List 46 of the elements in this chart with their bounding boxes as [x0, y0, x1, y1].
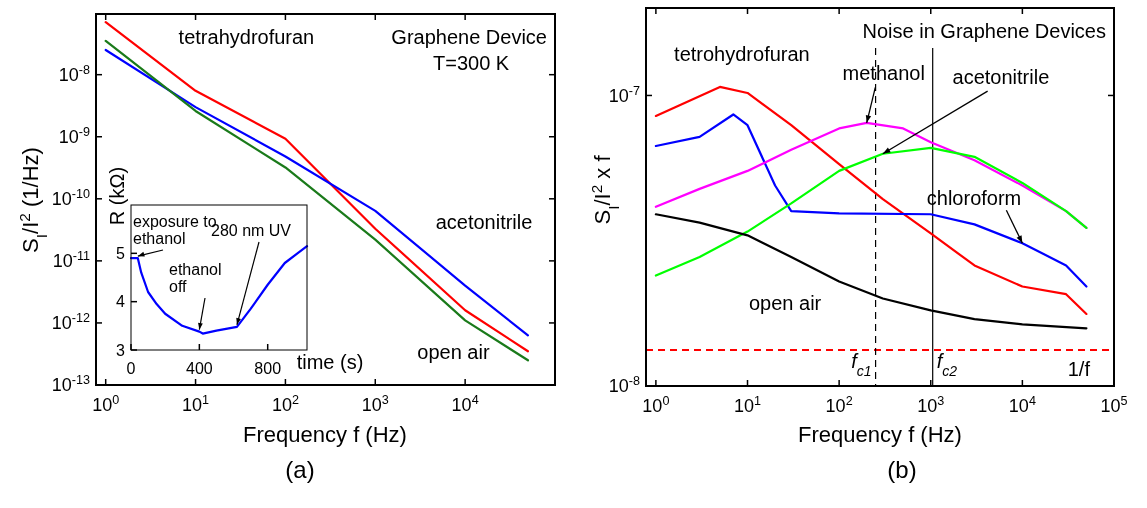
y-tick-label: 3	[116, 341, 126, 359]
y-tick-label: 10$^{-12}$	[51, 311, 90, 334]
series-label: open air	[748, 292, 822, 315]
y-tick-label: 4	[116, 293, 126, 311]
y-tick-label: 10$^{-8}$	[608, 374, 640, 397]
x-tick-label: 10$^{1}$	[182, 393, 210, 415]
annotation: ethanol off	[169, 261, 222, 295]
x-tick-label: 400	[186, 360, 213, 377]
ref-line-label: f$_{c2}$	[936, 350, 958, 379]
ref-line-label: f$_{c1}$	[851, 350, 872, 379]
text: methanol	[842, 61, 925, 84]
x-axis-title: Frequency f (Hz)	[798, 422, 962, 447]
x-tick-label: 10$^{0}$	[92, 393, 120, 415]
text: (b)	[887, 456, 917, 483]
x-tick-label: 10$^{4}$	[1008, 394, 1036, 416]
y-tick-label: 10$^{-8}$	[58, 62, 90, 85]
y-axis-title: R (kΩ)	[106, 166, 128, 226]
text: Noise in Graphene Devices	[862, 20, 1106, 42]
x-axis-title: Frequency f (Hz)	[243, 422, 407, 447]
ref-line-label: 1/f	[1067, 358, 1091, 381]
text: acetonitrile	[952, 65, 1050, 88]
text: T=300 K	[433, 52, 510, 74]
x-tick-label: 10$^{3}$	[361, 393, 389, 415]
series-label: tetrohydrofuran	[674, 42, 810, 65]
series-label: tetrahydrofuran	[178, 25, 315, 48]
text: (a)	[285, 456, 315, 483]
series-label: acetonitrile	[435, 211, 533, 234]
x-tick-label: 800	[254, 360, 282, 377]
x-tick-label: 0	[126, 360, 136, 377]
y-tick-label: 10$^{-10}$	[51, 187, 90, 210]
series-label: open air	[417, 341, 490, 364]
y-tick-label: 10$^{-7}$	[608, 83, 640, 106]
x-tick-label: 10$^{1}$	[733, 394, 762, 416]
y-tick-label: 10$^{-13}$	[51, 373, 90, 396]
line-series	[129, 244, 309, 335]
x-tick-label: 10$^{0}$	[642, 394, 670, 416]
y-tick-label: 10$^{-9}$	[58, 125, 90, 148]
x-tick-label: 10$^{4}$	[451, 393, 479, 415]
text: Graphene Device	[391, 26, 547, 48]
x-tick-label: 10$^{5}$	[1100, 394, 1128, 416]
y-tick-label: 10$^{-11}$	[52, 249, 90, 272]
x-tick-label: 10$^{3}$	[917, 394, 945, 416]
x-axis-title: time (s)	[296, 351, 364, 373]
y-tick-label: 5	[116, 244, 126, 262]
x-tick-label: 10$^{2}$	[271, 393, 299, 415]
x-tick-label: 10$^{2}$	[825, 394, 853, 416]
